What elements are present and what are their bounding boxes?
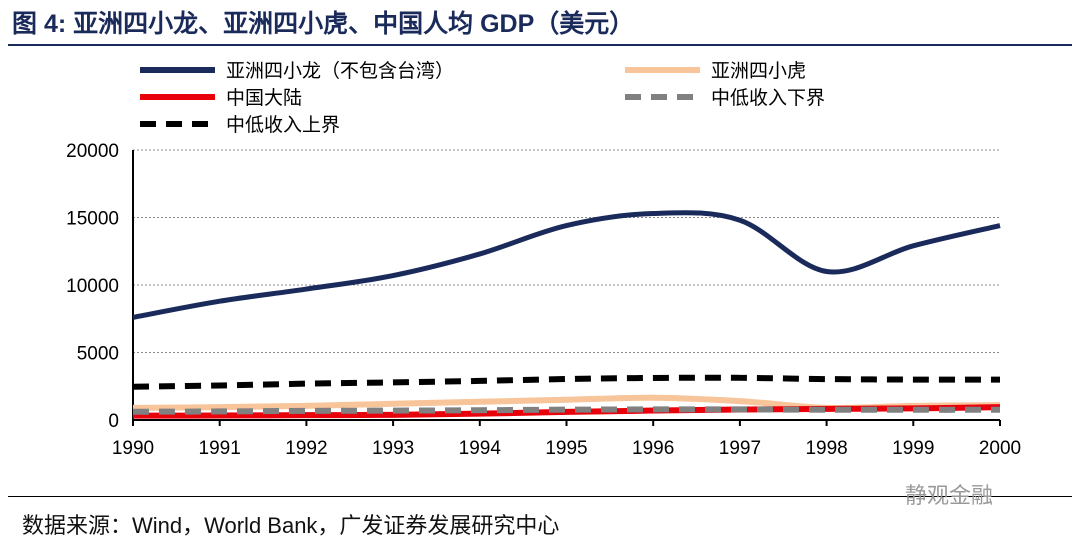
y-tick-label: 20000 <box>66 141 119 162</box>
y-tick-label: 5000 <box>77 344 119 365</box>
y-tick-label: 15000 <box>66 209 119 230</box>
x-tick-label: 1991 <box>199 438 241 459</box>
legend-label: 中低收入下界 <box>711 87 825 109</box>
watermark: 静观金融 <box>905 483 994 508</box>
x-tick-label: 1997 <box>719 438 761 459</box>
legend-label: 中低收入上界 <box>226 114 340 136</box>
y-tick-label: 10000 <box>66 276 119 297</box>
legend-label: 中国大陆 <box>226 87 302 109</box>
x-tick-label: 1990 <box>112 438 154 459</box>
x-tick-label: 1993 <box>372 438 414 459</box>
x-tick-label: 1994 <box>459 438 502 459</box>
x-tick-label: 1996 <box>632 438 674 459</box>
legend-label: 亚洲四小龙（不包含台湾） <box>226 60 454 82</box>
title-rule <box>8 44 1072 46</box>
source-rule <box>8 496 1072 497</box>
x-tick-label: 1995 <box>545 438 587 459</box>
figure-title: 图 4: 亚洲四小龙、亚洲四小虎、中国人均 GDP（美元） <box>12 10 635 38</box>
series-line-4 <box>132 374 1001 390</box>
source-note: 数据来源：Wind，World Bank，广发证券发展研究中心 <box>22 513 560 538</box>
y-tick-label: 0 <box>108 411 119 432</box>
x-tick-label: 1999 <box>892 438 934 459</box>
x-tick-label: 2000 <box>979 438 1021 459</box>
series-line-2 <box>132 404 1001 419</box>
legend-label: 亚洲四小虎 <box>711 60 806 82</box>
x-tick-label: 1998 <box>805 438 847 459</box>
x-tick-label: 1992 <box>285 438 327 459</box>
series-line-0 <box>132 210 1001 320</box>
